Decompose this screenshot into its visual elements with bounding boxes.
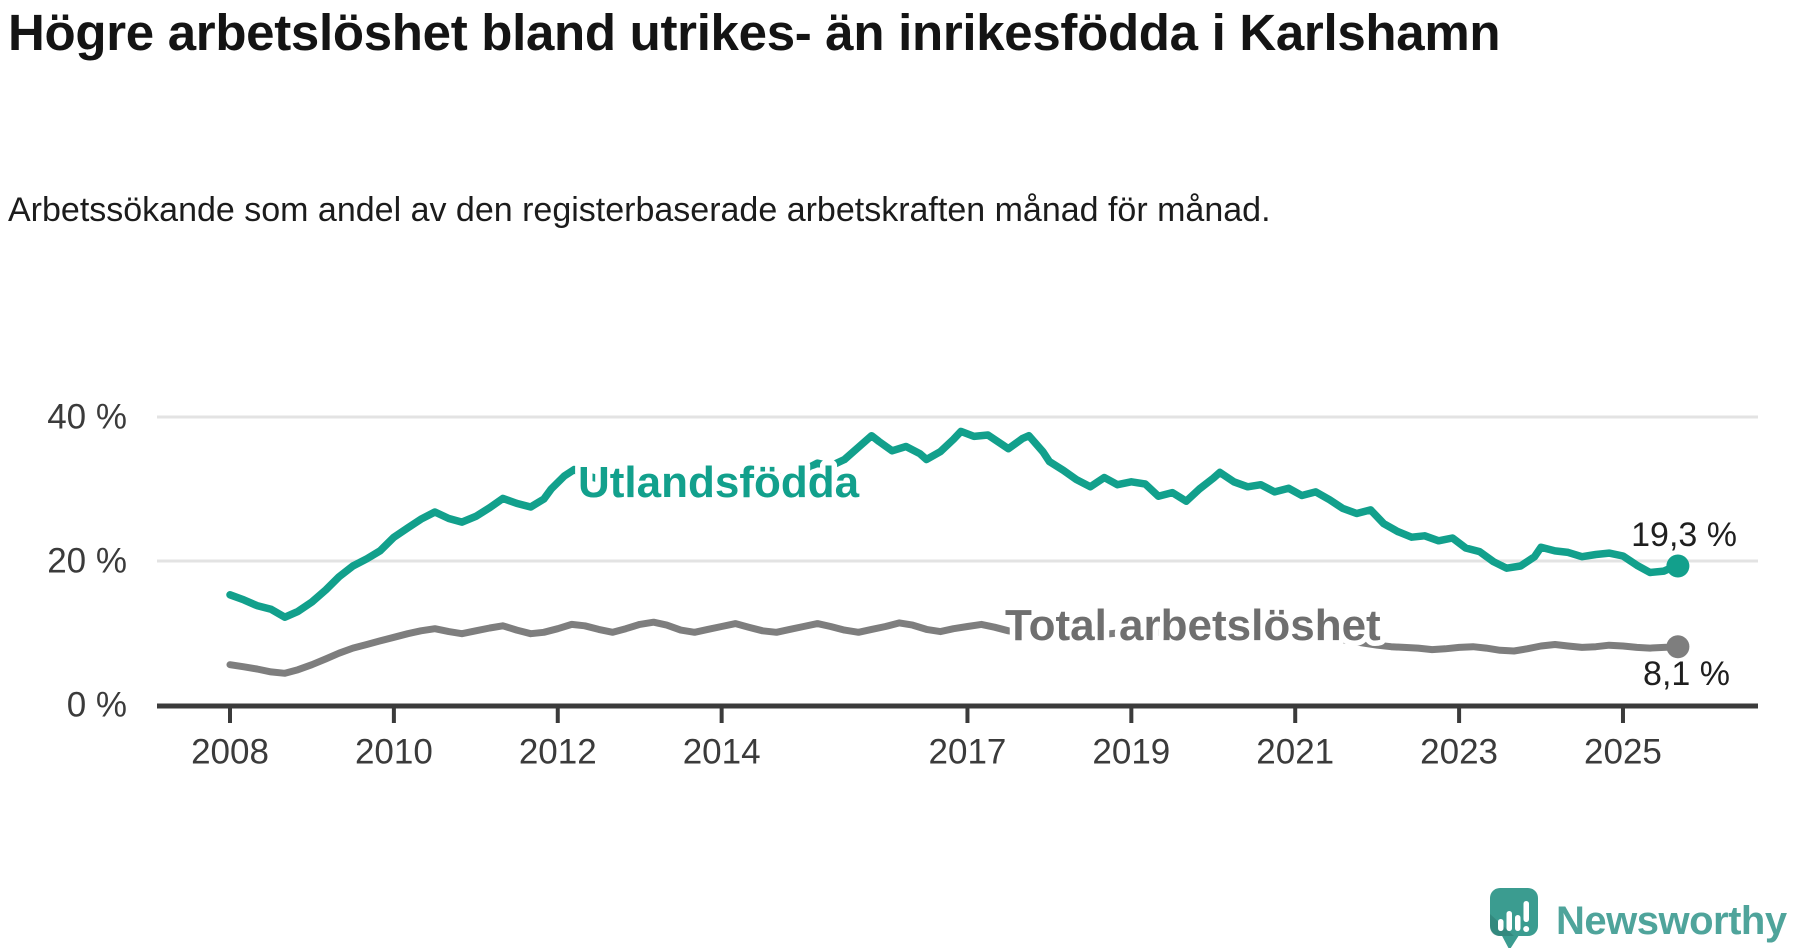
newsworthy-logo: Newsworthy — [1490, 888, 1788, 948]
series-end-dot-utlandsfodda — [1666, 554, 1690, 578]
y-tick-label-0: 0 % — [67, 686, 127, 725]
x-axis-ticks: 2008 2010 2012 2014 2017 2019 2021 2023 2025 — [191, 707, 1662, 772]
x-tick-label: 2017 — [929, 733, 1007, 772]
x-tick-label: 2012 — [519, 733, 597, 772]
x-tick-label: 2021 — [1256, 733, 1334, 772]
logo-exclamation-bar — [1523, 901, 1529, 922]
chart-subtitle: Arbetssökande som andel av den registerb… — [8, 191, 1271, 229]
series-end-dot-total-arbetsloshet — [1666, 635, 1690, 659]
y-tick-label-20: 20 % — [47, 542, 127, 581]
series-line-total-arbetsloshet — [226, 618, 1682, 677]
end-value-label-total: 8,1 % — [1643, 655, 1730, 693]
x-tick-label: 2008 — [191, 733, 269, 772]
logo-wordmark: Newsworthy — [1556, 899, 1788, 943]
y-tick-label-40: 40 % — [47, 398, 127, 437]
end-value-label-utlandsfodda: 19,3 % — [1631, 516, 1737, 554]
logo-barchart-icon — [1498, 901, 1530, 932]
series-line-utlandsfodda — [226, 427, 1682, 621]
x-tick-label: 2010 — [355, 733, 433, 772]
logo-exclamation-dot — [1523, 926, 1530, 932]
x-tick-label: 2019 — [1092, 733, 1170, 772]
series-label-total-arbetsloshet: Total arbetslöshet — [1005, 601, 1381, 650]
x-tick-label: 2025 — [1584, 733, 1662, 772]
series-layer — [226, 427, 1690, 677]
page-title: Högre arbetslöshet bland utrikes- än inr… — [8, 4, 1501, 61]
x-tick-label: 2023 — [1420, 733, 1498, 772]
x-tick-label: 2014 — [683, 733, 761, 772]
series-label-utlandsfodda: Utlandsfödda — [578, 458, 860, 507]
